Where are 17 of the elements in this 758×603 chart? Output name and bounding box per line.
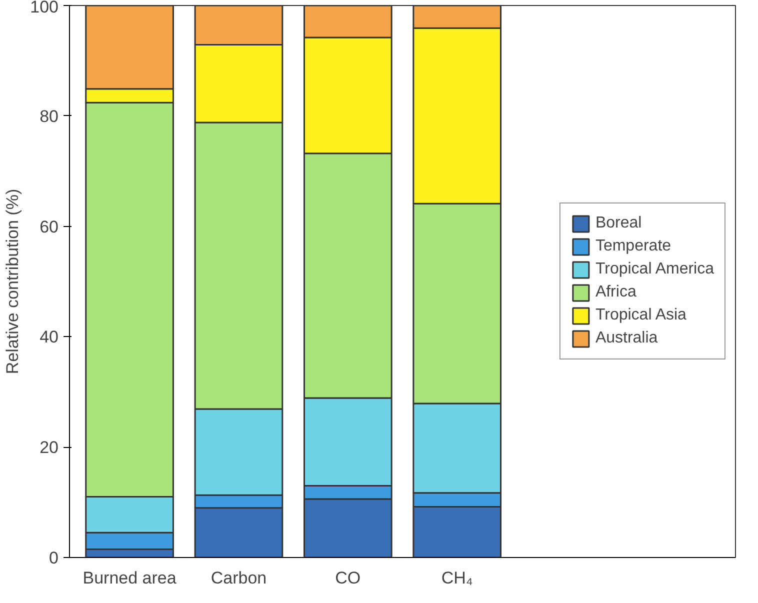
x-tick-label: CH₄: [441, 568, 473, 588]
legend-label: Temperate: [595, 238, 672, 256]
y-tick-label: 80: [40, 106, 59, 126]
legend-label: Boreal: [595, 214, 642, 232]
legend-label: Australia: [595, 330, 658, 348]
legend-label: Tropical America: [595, 260, 714, 278]
y-tick-label: 0: [49, 548, 59, 568]
y-tick-label: 100: [30, 0, 59, 16]
legend-label: Africa: [595, 284, 636, 302]
y-tick-label: 40: [40, 328, 59, 347]
x-tick-label: Burned area: [82, 568, 177, 588]
legend-label: Tropical Asia: [595, 306, 686, 324]
y-axis-title: Relative contribution (%): [3, 188, 22, 374]
x-tick-label: Carbon: [210, 568, 267, 588]
y-tick-label: 60: [40, 217, 59, 236]
x-tick-label: CO: [335, 568, 361, 588]
y-tick-label: 20: [40, 438, 59, 458]
